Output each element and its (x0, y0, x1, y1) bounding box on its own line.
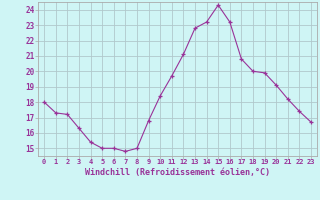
X-axis label: Windchill (Refroidissement éolien,°C): Windchill (Refroidissement éolien,°C) (85, 168, 270, 177)
